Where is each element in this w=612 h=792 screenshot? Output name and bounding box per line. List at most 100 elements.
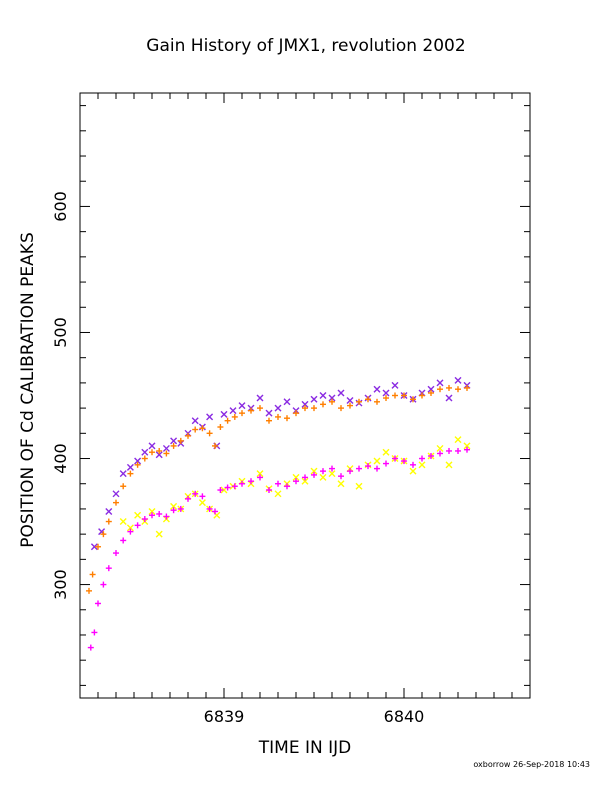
data-point (229, 407, 237, 415)
data-point (338, 405, 344, 412)
data-point (356, 465, 362, 472)
data-point (347, 402, 353, 409)
data-point (126, 463, 134, 471)
data-point (319, 392, 327, 399)
data-point (373, 457, 381, 465)
data-point (374, 465, 380, 472)
data-point (373, 385, 381, 393)
data-point (257, 474, 263, 481)
data-point (185, 432, 191, 439)
data-point (206, 413, 214, 421)
data-point (126, 524, 134, 532)
data-point (191, 417, 199, 425)
data-point (436, 444, 444, 452)
data-point (356, 398, 362, 405)
data-point (427, 385, 435, 393)
data-point (105, 518, 112, 525)
data-point (119, 518, 127, 526)
data-point (238, 402, 246, 410)
data-point (392, 392, 398, 399)
data-point (256, 470, 264, 478)
data-point (134, 522, 141, 529)
data-point (185, 495, 191, 502)
data-point (105, 507, 113, 515)
data-point (120, 537, 127, 544)
data-point (257, 405, 263, 412)
data-point (445, 461, 453, 469)
data-point (454, 436, 462, 444)
data-point (248, 407, 254, 414)
y-tick-label: 600 (51, 191, 70, 222)
y-tick-label: 300 (51, 569, 70, 600)
data-point (383, 395, 389, 402)
data-point (100, 581, 107, 588)
data-point (382, 448, 390, 456)
data-point (455, 447, 461, 454)
data-point (436, 379, 444, 387)
data-point (455, 386, 461, 393)
data-point (90, 543, 98, 551)
data-point (148, 507, 156, 515)
data-point (113, 499, 119, 506)
y-tick-label: 500 (51, 317, 70, 348)
data-point (170, 442, 177, 449)
data-point (283, 398, 291, 406)
data-point (177, 505, 184, 512)
data-point (401, 392, 407, 399)
data-point (156, 447, 163, 454)
data-point (365, 463, 371, 470)
data-point (428, 389, 434, 396)
data-point (95, 600, 101, 607)
data-point (329, 465, 335, 472)
data-point (437, 450, 443, 457)
data-point (302, 405, 308, 412)
data-point (445, 394, 453, 402)
data-point (320, 401, 326, 408)
data-point (177, 437, 184, 444)
data-point (374, 398, 380, 405)
data-point (274, 404, 282, 412)
data-point (419, 392, 425, 399)
data-point (95, 543, 101, 550)
data-point (329, 398, 335, 405)
data-point (155, 451, 163, 459)
data-point (231, 483, 238, 490)
data-point (141, 455, 148, 462)
data-point (409, 467, 417, 475)
data-point (337, 480, 345, 488)
data-point (248, 478, 254, 485)
data-point (256, 394, 264, 402)
data-point (355, 482, 363, 490)
data-point (134, 457, 142, 465)
data-point (464, 446, 470, 453)
data-point (320, 468, 326, 475)
data-point (212, 508, 218, 515)
data-point (127, 528, 134, 535)
data-point (239, 480, 245, 487)
data-point (199, 425, 206, 432)
data-point (275, 413, 281, 420)
data-point (401, 458, 407, 465)
data-point (301, 477, 309, 485)
data-point (100, 531, 107, 538)
data-point (337, 389, 345, 397)
x-tick-label: 6839 (204, 707, 245, 726)
data-point (437, 386, 443, 393)
data-point (391, 381, 399, 389)
data-point (198, 499, 206, 507)
data-point (418, 461, 426, 469)
data-point (206, 505, 213, 512)
data-point (162, 444, 170, 452)
data-point (212, 442, 218, 449)
x-tick-label: 6840 (384, 707, 425, 726)
data-point (446, 447, 452, 454)
data-point (265, 409, 273, 417)
data-point (310, 467, 318, 475)
footer-credit: oxborrow 26-Sep-2018 10:43 (473, 760, 590, 769)
plot-frame (79, 92, 531, 699)
data-point (192, 490, 199, 497)
data-point (464, 384, 470, 391)
data-point (310, 395, 318, 403)
data-point (112, 490, 120, 498)
data-point (156, 510, 163, 517)
